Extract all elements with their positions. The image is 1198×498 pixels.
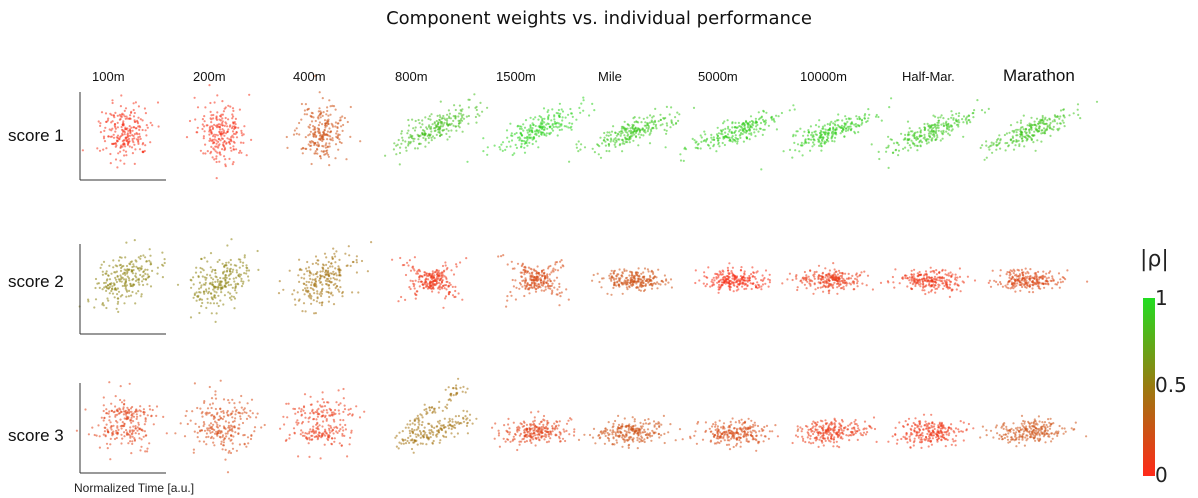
column-label-7: 5000m	[698, 69, 738, 84]
scatter-cell-3-8	[776, 416, 876, 449]
axes: Normalized Time [a.u.]	[74, 92, 194, 495]
scatter-cell-2-8	[781, 262, 875, 295]
scatter-cell-2-5	[497, 254, 570, 308]
scatter-cell-1-3	[285, 74, 362, 167]
scatter-cell-3-10	[979, 414, 1088, 448]
chart-title: Component weights vs. individual perform…	[386, 8, 812, 29]
scatter-cell-3-3	[279, 387, 366, 460]
scatter-cell-2-9	[879, 266, 990, 298]
scatter-cell-2-3	[277, 241, 373, 315]
column-label-10: Marathon	[1003, 66, 1075, 85]
column-label-5: 1500m	[496, 69, 536, 84]
column-label-9: Half-Mar.	[902, 69, 955, 84]
colorbar-tick-3: 0	[1155, 463, 1168, 487]
scatter-cell-3-9	[873, 413, 975, 449]
scatter-cell-3-1	[75, 381, 168, 461]
column-label-4: 800m	[395, 69, 428, 84]
colorbar-tick-2: 0.5	[1155, 373, 1187, 397]
colorbar: |ρ| 1 0.5 0	[1140, 247, 1187, 487]
scatter-cell-2-7	[694, 262, 772, 294]
row-labels: score 1 score 2 score 3	[8, 126, 64, 445]
colorbar-gradient	[1143, 298, 1155, 476]
scatter-cell-1-5	[466, 96, 596, 163]
scatter-cell-1-8	[760, 97, 893, 171]
scatter-cells	[75, 74, 1099, 474]
x-axis-label: Normalized Time [a.u.]	[74, 481, 194, 495]
scatter-cell-1-10	[979, 100, 1099, 161]
scatter-cell-3-5	[491, 410, 576, 452]
scatter-cell-1-7	[664, 104, 796, 162]
scatter-cell-3-6	[577, 414, 682, 450]
scatter-cell-1-1	[81, 94, 160, 169]
column-label-1: 100m	[92, 69, 125, 84]
scatter-cell-3-7	[681, 417, 800, 452]
scatter-cell-3-4	[394, 377, 478, 454]
scatter-cell-2-6	[591, 267, 674, 296]
scatter-cell-1-2	[185, 84, 253, 180]
scatter-cell-2-1	[78, 239, 166, 313]
scatter-cell-2-4	[391, 256, 468, 309]
column-label-2: 200m	[193, 69, 226, 84]
row-label-1: score 1	[8, 126, 64, 145]
column-label-3: 400m	[293, 69, 326, 84]
scatter-cell-3-2	[174, 379, 266, 474]
row-label-2: score 2	[8, 272, 64, 291]
scatter-cell-1-6	[568, 105, 696, 163]
column-label-6: Mile	[598, 69, 622, 84]
scatter-cell-1-4	[384, 93, 489, 166]
scatter-cell-2-2	[176, 238, 260, 323]
colorbar-title: |ρ|	[1140, 247, 1169, 272]
column-label-8: 10000m	[800, 69, 847, 84]
column-labels: 100m 200m 400m 800m 1500m Mile 5000m 10000m Half…	[92, 66, 1075, 85]
colorbar-tick-1: 1	[1155, 286, 1168, 310]
row-label-3: score 3	[8, 426, 64, 445]
scatter-cell-1-9	[870, 99, 990, 169]
scatter-cell-2-10	[988, 267, 1089, 294]
